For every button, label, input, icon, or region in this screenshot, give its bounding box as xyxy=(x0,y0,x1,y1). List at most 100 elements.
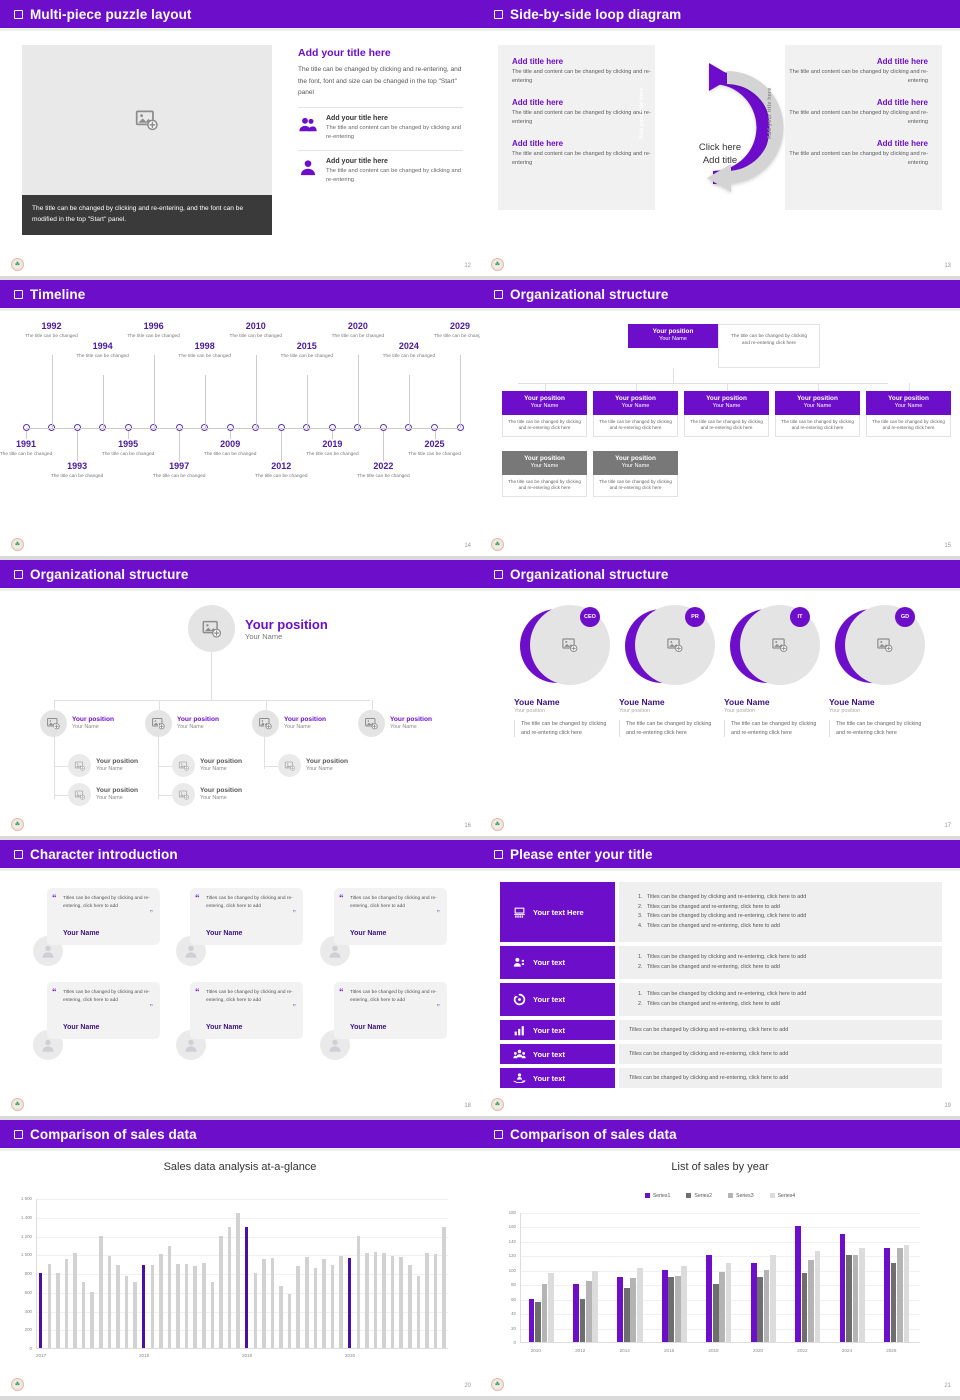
page-number: 21 xyxy=(944,1383,951,1389)
timeline-dot[interactable] xyxy=(124,424,132,431)
org-node[interactable]: Your position Your Name xyxy=(252,710,326,737)
org-position: Your position xyxy=(96,758,138,765)
profile-name: Youe Name xyxy=(514,697,560,707)
slide-21: Comparison of sales data List of sales b… xyxy=(480,1120,960,1400)
loop-diagram[interactable] xyxy=(655,45,785,210)
org-root-box[interactable]: Your position Your Name xyxy=(628,324,718,348)
slide-19: Please enter your title Your text Here T… xyxy=(480,840,960,1120)
org-node[interactable]: Your position Your Name xyxy=(40,710,114,737)
photo-placeholder[interactable] xyxy=(252,710,279,737)
list-item: Titles can be changed and re-entering, c… xyxy=(644,922,932,932)
timeline-dot[interactable] xyxy=(175,424,183,431)
quote-card[interactable]: “ ” Titles can be changed by clicking an… xyxy=(33,888,163,966)
org-node-sub[interactable]: Your position Your Name xyxy=(68,754,138,777)
bar xyxy=(107,1256,112,1348)
org-box[interactable]: Your position Your Name The title can be… xyxy=(866,391,951,437)
quote-card[interactable]: “ ” Titles can be changed by clicking an… xyxy=(33,982,163,1060)
profile-desc: The title can be changed by clicking and… xyxy=(619,720,719,737)
timeline-event-bottom: 2019 The title can be changed xyxy=(305,439,359,458)
bar xyxy=(617,1277,624,1342)
timeline-year: 2015 xyxy=(296,341,317,351)
bar xyxy=(270,1258,275,1348)
quote-card[interactable]: “ ” Titles can be changed by clicking an… xyxy=(176,982,306,1060)
profile-card[interactable]: PR Youe Name Your position The title can… xyxy=(619,605,719,737)
timeline-year: 1996 xyxy=(143,321,164,331)
org-box[interactable]: Your position Your Name The title can be… xyxy=(593,391,678,437)
quote-card[interactable]: “ ” Titles can be changed by clicking an… xyxy=(320,982,450,1060)
row-label-button[interactable]: Your text xyxy=(500,1068,615,1088)
y-tick-label: 0 xyxy=(29,1346,32,1351)
bar xyxy=(56,1273,60,1348)
page-number: 14 xyxy=(464,543,471,549)
row-label-button[interactable]: Your text xyxy=(500,946,615,979)
org-box[interactable]: Your position Your Name The title can be… xyxy=(502,391,587,437)
org-node-sub[interactable]: Your position Your Name xyxy=(68,783,138,806)
org-node-sub[interactable]: Your position Your Name xyxy=(172,754,242,777)
x-tick-label: 2022 xyxy=(797,1348,808,1353)
org-node[interactable]: Your position Your Name xyxy=(358,710,432,737)
bar xyxy=(719,1271,726,1342)
org-node-sub[interactable]: Your position Your Name xyxy=(278,754,348,777)
feature-row: Your text Titles can be changed by click… xyxy=(500,1020,942,1040)
bar-chart-icon xyxy=(513,1024,526,1037)
org-body: The title can be changed by clicking and… xyxy=(866,414,951,437)
row-content: Titles can be changed by clicking and re… xyxy=(619,1068,942,1088)
bar xyxy=(279,1286,283,1348)
org-connector xyxy=(726,383,728,391)
photo-placeholder[interactable] xyxy=(358,710,385,737)
photo-placeholder[interactable] xyxy=(278,754,301,777)
timeline-dot[interactable] xyxy=(22,424,30,431)
timeline-desc: The title can be changed xyxy=(178,354,231,359)
gridline xyxy=(521,1227,920,1229)
row-label-button[interactable]: Your text xyxy=(500,1020,615,1040)
timeline-dot[interactable] xyxy=(226,424,234,431)
org-name: Your Name xyxy=(72,724,99,730)
row-label-button[interactable]: Your text Here xyxy=(500,882,615,942)
org-position: Your position xyxy=(284,716,326,723)
profile-card[interactable]: GD Youe Name Your position The title can… xyxy=(829,605,929,737)
photo-placeholder[interactable] xyxy=(188,605,235,652)
quote-name: Your Name xyxy=(63,1024,100,1031)
image-placeholder[interactable] xyxy=(22,45,272,195)
loop-center-label[interactable]: Click here Add title xyxy=(699,141,741,167)
org-box-gray[interactable]: Your position Your Name The title can be… xyxy=(502,451,587,497)
bar xyxy=(330,1264,335,1348)
bar xyxy=(528,1298,535,1342)
legend-swatch xyxy=(686,1193,692,1199)
org-position: Your position xyxy=(797,395,838,402)
org-position: Your position xyxy=(200,787,242,794)
timeline-dot[interactable] xyxy=(328,424,336,431)
org-node-sub[interactable]: Your position Your Name xyxy=(172,783,242,806)
timeline-dot[interactable] xyxy=(379,424,387,431)
loop-block: Add title here The title and content can… xyxy=(772,139,942,167)
timeline-dot[interactable] xyxy=(431,424,438,431)
photo-placeholder[interactable] xyxy=(172,754,195,777)
row-label-button[interactable]: Your text xyxy=(500,1044,615,1064)
center-line-2: Add title xyxy=(702,154,738,166)
org-root[interactable]: Your position Your Name xyxy=(188,605,328,652)
quote-close-icon: ” xyxy=(292,910,297,917)
y-tick-label: 400 xyxy=(24,1308,32,1314)
bar xyxy=(253,1273,258,1348)
quote-card[interactable]: “ ” Titles can be changed by clicking an… xyxy=(176,888,306,966)
profile-card[interactable]: IT Youe Name Your position The title can… xyxy=(724,605,824,737)
photo-placeholder[interactable] xyxy=(68,754,91,777)
role-badge: IT xyxy=(790,607,810,627)
quote-open-icon: “ xyxy=(339,893,344,903)
timeline-dot[interactable] xyxy=(277,424,285,431)
row-label-button[interactable]: Your text xyxy=(500,983,615,1016)
photo-placeholder[interactable] xyxy=(40,710,67,737)
org-name: Your Name xyxy=(96,795,123,801)
quote-card[interactable]: “ ” Titles can be changed by clicking an… xyxy=(320,888,450,966)
org-box[interactable]: Your position Your Name The title can be… xyxy=(684,391,769,437)
bullet-square-icon xyxy=(494,1129,503,1139)
photo-placeholder[interactable] xyxy=(172,783,195,806)
timeline-dot[interactable] xyxy=(73,424,81,431)
org-node[interactable]: Your position Your Name xyxy=(145,710,219,737)
org-connector xyxy=(158,724,159,799)
legend-label: Series1 xyxy=(652,1193,671,1199)
org-box[interactable]: Your position Your Name The title can be… xyxy=(775,391,860,437)
photo-placeholder[interactable] xyxy=(68,783,91,806)
org-box-gray[interactable]: Your position Your Name The title can be… xyxy=(593,451,678,497)
profile-card[interactable]: CEO Youe Name Your position The title ca… xyxy=(514,605,614,737)
